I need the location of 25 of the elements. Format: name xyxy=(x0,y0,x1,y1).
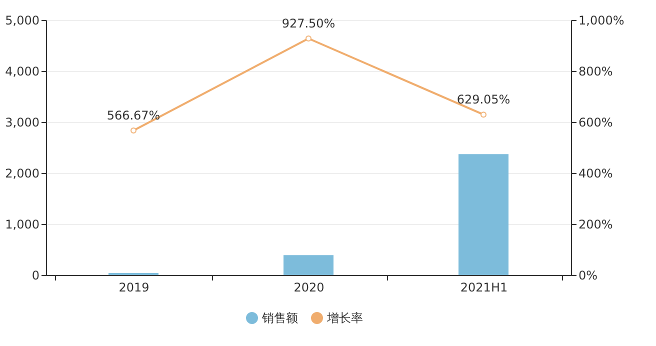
point xyxy=(306,35,312,42)
y2-tick-label: 0% xyxy=(578,268,598,282)
y2-tick-label: 400% xyxy=(578,166,613,180)
y2-tick-label: 800% xyxy=(578,64,613,78)
y2-tick-label: 200% xyxy=(578,218,613,232)
point xyxy=(480,112,486,118)
bar xyxy=(458,154,508,275)
data-label: 629.05% xyxy=(456,92,510,107)
data-label: 927.50% xyxy=(282,16,336,30)
y-tick-label: 0 xyxy=(32,268,40,282)
y2-tick-label: 1,000% xyxy=(578,14,624,28)
bar xyxy=(284,255,334,275)
x-tick-label: 2019 xyxy=(118,280,150,294)
y-tick-label: 5,000 xyxy=(5,14,40,28)
legend-label: 销售额 xyxy=(261,311,298,325)
x-tick-label: 2021H1 xyxy=(460,280,508,294)
data-label: 566.67% xyxy=(106,108,160,122)
y-tick-label: 2,000 xyxy=(5,166,40,180)
y-tick-label: 4,000 xyxy=(5,64,40,78)
y-tick-label: 1,000 xyxy=(5,218,40,232)
point xyxy=(130,128,136,134)
y-tick-label: 3,000 xyxy=(5,116,40,130)
x-tick-label: 2020 xyxy=(294,280,324,294)
y2-tick-label: 600% xyxy=(578,116,613,130)
legend-label: 增长率 xyxy=(326,311,363,325)
